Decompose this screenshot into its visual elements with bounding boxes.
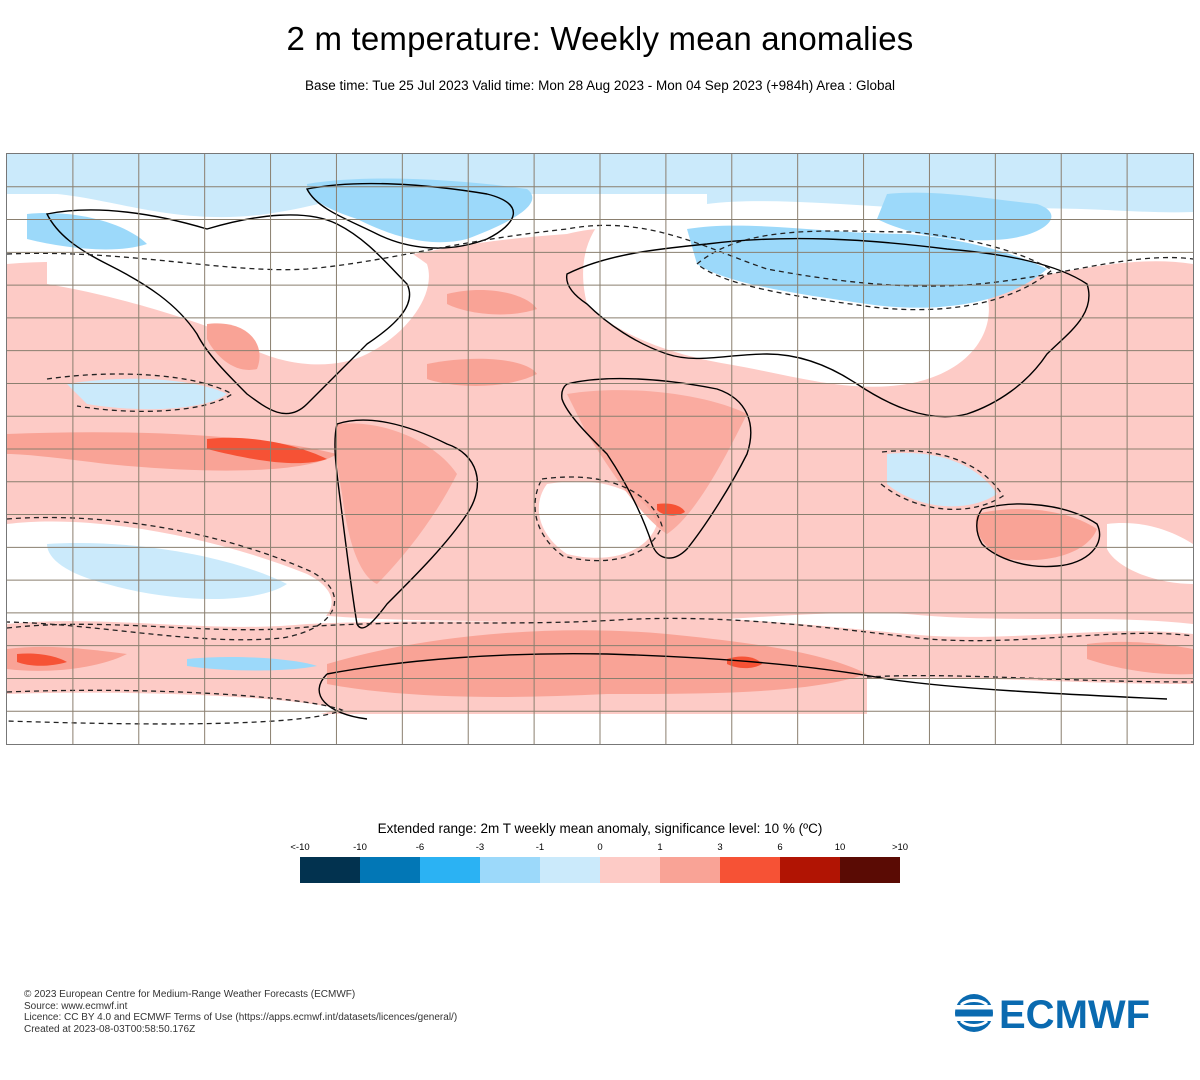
- graticule: [7, 154, 1193, 744]
- legend-tick-label: -10: [353, 842, 367, 853]
- credits-block: © 2023 European Centre for Medium-Range …: [24, 989, 457, 1035]
- anomaly-map: [6, 153, 1194, 745]
- legend-swatch: [300, 857, 360, 883]
- map-subtitle: Base time: Tue 25 Jul 2023 Valid time: M…: [305, 78, 895, 93]
- significance-contours: [7, 224, 1193, 725]
- anomaly-fill: [7, 154, 1193, 744]
- legend-swatch: [600, 857, 660, 883]
- legend-title: Extended range: 2m T weekly mean anomaly…: [377, 821, 823, 836]
- anomaly-map-canvas: [7, 154, 1193, 744]
- ecmwf-logo-text: ECMWF: [999, 993, 1150, 1034]
- legend-tick-label: 0: [597, 842, 603, 853]
- coastlines: [45, 182, 1168, 720]
- licence-line: Licence: CC BY 4.0 and ECMWF Terms of Us…: [24, 1012, 458, 1024]
- legend-ticks: <-10 -10 -6 -3 -1 0 1 3 6 10 >10: [270, 842, 930, 854]
- legend-swatch: [420, 857, 480, 883]
- legend-tick-label: 1: [657, 842, 663, 853]
- created-line: Created at 2023-08-03T00:58:50.176Z: [24, 1023, 196, 1035]
- legend-tick-label: 6: [777, 842, 783, 853]
- ecmwf-logo-mark: ECMWF: [955, 993, 1150, 1037]
- legend-swatch: [540, 857, 600, 883]
- legend-swatch: [480, 857, 540, 883]
- legend-swatch: [840, 857, 900, 883]
- ecmwf-logo: ECMWF: [953, 992, 1178, 1037]
- legend-swatch: [360, 857, 420, 883]
- copyright-line: © 2023 European Centre for Medium-Range …: [24, 989, 356, 1000]
- legend-tick-label: -3: [475, 842, 485, 853]
- legend-swatch: [780, 857, 840, 883]
- legend-swatch: [660, 857, 720, 883]
- legend-tick-label: -6: [415, 842, 425, 853]
- legend-tick-label: <-10: [290, 842, 310, 853]
- legend-tick-label: -1: [535, 842, 545, 853]
- source-line: Source: www.ecmwf.int: [24, 1000, 128, 1012]
- map-title: 2 m temperature: Weekly mean anomalies: [286, 20, 914, 57]
- legend-swatch: [720, 857, 780, 883]
- legend-tick-label: 10: [834, 842, 846, 853]
- color-legend-bar: [300, 857, 900, 883]
- legend-tick-label: 3: [717, 842, 723, 853]
- legend-tick-label: >10: [891, 842, 909, 853]
